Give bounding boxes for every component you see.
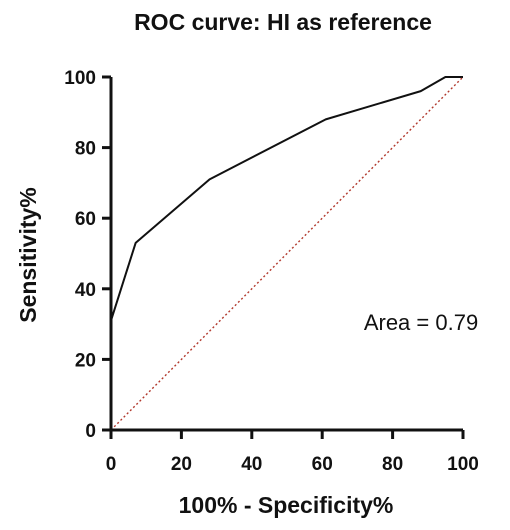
x-axis-label: 100% - Specificity%	[179, 492, 394, 518]
x-axis-ticks: 0 20 40 60 80 100	[106, 430, 479, 475]
y-tick-label: 100	[64, 68, 96, 89]
plot-area	[110, 76, 464, 431]
y-tick-label: 40	[75, 280, 96, 301]
chart-title: ROC curve: HI as reference	[134, 9, 432, 35]
x-tick-label: 40	[241, 454, 262, 475]
x-tick-label: 60	[312, 454, 333, 475]
y-tick-label: 60	[75, 209, 96, 230]
x-tick-label: 100	[447, 454, 479, 475]
y-tick-label: 80	[75, 139, 96, 160]
x-tick-label: 80	[382, 454, 403, 475]
x-tick-label: 20	[171, 454, 192, 475]
x-tick-label: 0	[106, 454, 117, 475]
y-tick-label: 0	[85, 421, 96, 442]
y-axis-label: Sensitivity%	[15, 187, 41, 323]
auc-annotation: Area = 0.79	[364, 310, 478, 335]
y-tick-label: 20	[75, 350, 96, 371]
y-axis-ticks: 0 20 40 60 80 100	[64, 68, 111, 442]
roc-curve-line	[110, 76, 463, 430]
reference-diagonal-line	[110, 76, 464, 431]
